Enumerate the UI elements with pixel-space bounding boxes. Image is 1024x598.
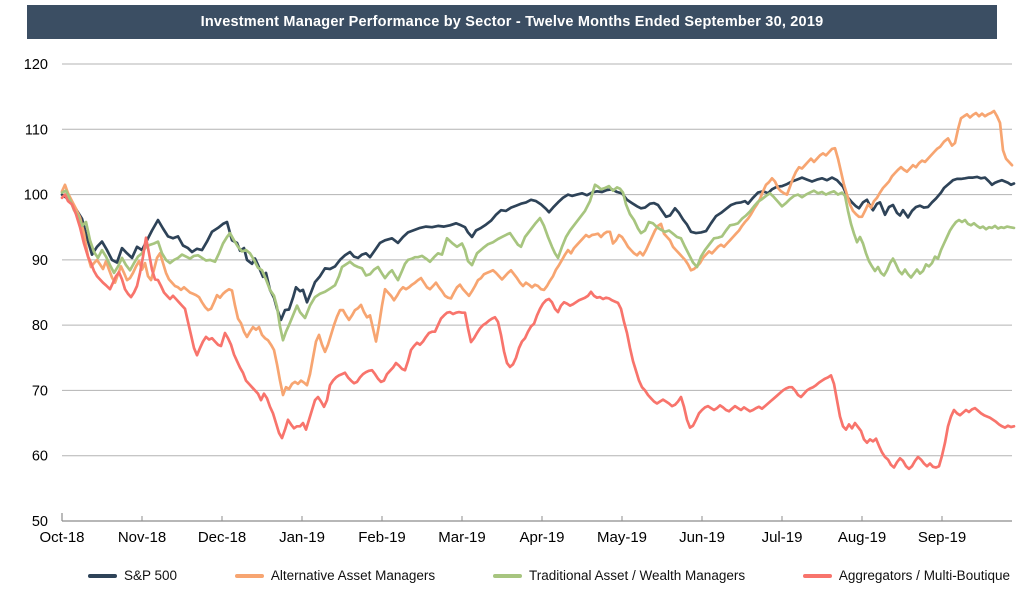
series-line-aggregators-multi-boutique — [60, 193, 1016, 471]
x-axis-tick-label: Jun-19 — [679, 529, 725, 546]
x-axis-tick-label: Feb-19 — [358, 529, 406, 546]
x-axis-tick-label: Oct-18 — [39, 529, 84, 546]
x-axis-tick-label: Dec-18 — [198, 529, 246, 546]
y-axis-tick-label: 80 — [32, 318, 48, 334]
chart-legend: S&P 500 Alternative Asset Managers Traditi… — [88, 568, 1010, 583]
legend-item-traditional-asset-wealth-managers: Traditional Asset / Wealth Managers — [492, 568, 746, 583]
x-axis-tick-label: Jan-19 — [279, 529, 325, 546]
y-axis-tick-label: 90 — [32, 253, 48, 269]
x-axis-tick-label: Sep-19 — [918, 529, 966, 546]
chart-title-bar: Investment Manager Performance by Sector… — [27, 5, 997, 39]
x-axis-tick-label: Nov-18 — [118, 529, 166, 546]
y-axis-tick-label: 70 — [32, 383, 48, 399]
legend-swatch-alternative-asset-managers — [234, 573, 264, 578]
chart-title: Investment Manager Performance by Sector… — [200, 14, 824, 30]
y-axis-tick-label: 120 — [24, 57, 48, 73]
legend-label-traditional-asset-wealth-managers: Traditional Asset / Wealth Managers — [528, 568, 746, 583]
x-axis-tick-label: May-19 — [597, 529, 647, 546]
legend-swatch-sp-500 — [88, 573, 117, 578]
y-axis-tick-label: 50 — [32, 514, 48, 530]
series-line-alternative-asset-managers — [60, 109, 1014, 397]
y-axis-tick-label: 100 — [24, 188, 48, 204]
legend-item-alternative-asset-managers: Alternative Asset Managers — [234, 568, 436, 583]
x-axis-tick-label: Mar-19 — [438, 529, 486, 546]
legend-label-aggregators-multi-boutique: Aggregators / Multi-Boutique — [838, 568, 1010, 583]
legend-label-alternative-asset-managers: Alternative Asset Managers — [270, 568, 436, 583]
legend-item-aggregators-multi-boutique: Aggregators / Multi-Boutique — [802, 568, 1010, 583]
y-axis-tick-label: 110 — [25, 122, 48, 138]
x-axis-tick-label: Apr-19 — [519, 529, 564, 546]
x-axis-tick-label: Jul-19 — [762, 529, 803, 546]
y-axis-tick-label: 60 — [32, 449, 48, 465]
legend-swatch-traditional-asset-wealth-managers — [492, 573, 522, 578]
legend-item-sp-500: S&P 500 — [88, 568, 177, 583]
series-line-traditional-asset-wealth-managers — [60, 183, 1016, 342]
legend-label-sp-500: S&P 500 — [124, 568, 178, 583]
series-line-sp-500 — [60, 175, 1016, 322]
x-axis-tick-label: Aug-19 — [838, 529, 886, 546]
legend-swatch-aggregators-multi-boutique — [802, 573, 832, 578]
